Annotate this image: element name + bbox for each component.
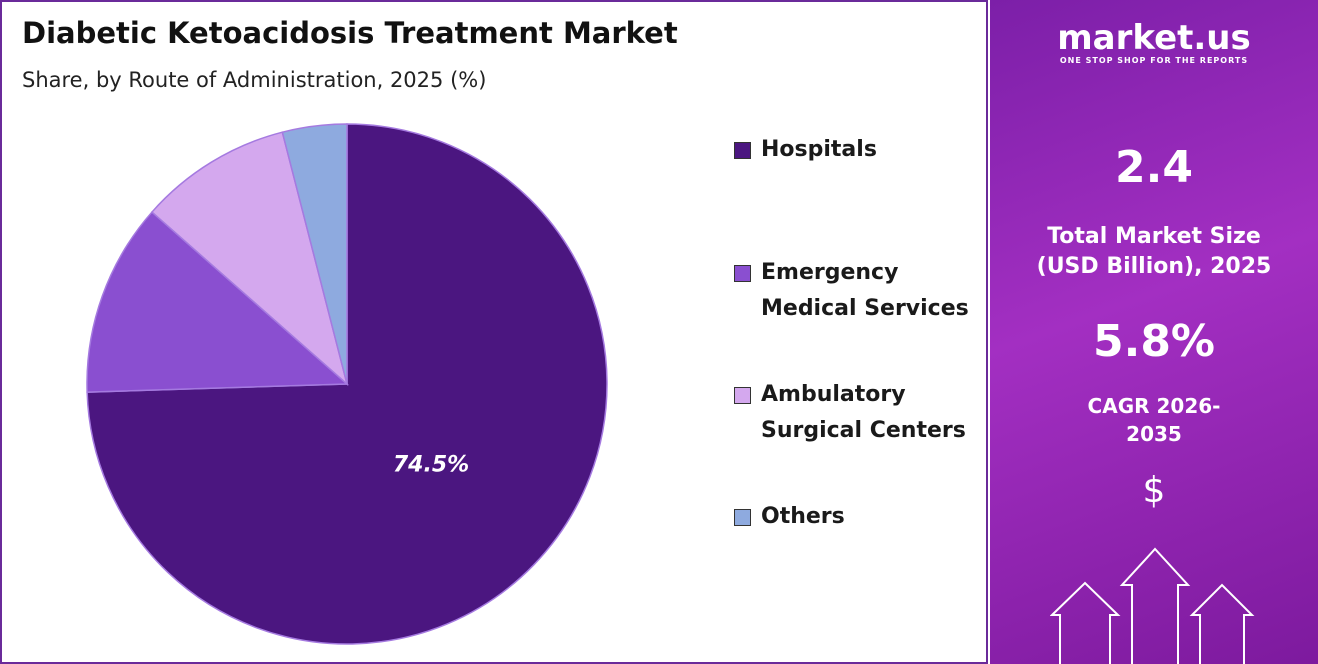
logo: market.us [1057, 18, 1251, 58]
chart-panel: Diabetic Ketoacidosis Treatment Market S… [0, 0, 988, 664]
legend-swatch [734, 142, 751, 159]
data-label: 74.5% [393, 452, 469, 477]
currency-icon: $ [1142, 470, 1166, 511]
market-size: 2.4 [1115, 142, 1193, 193]
legend-item: Emergency Medical Services [734, 255, 979, 327]
legend-swatch [734, 509, 751, 526]
cagr-label: CAGR 2026-2035 [1087, 394, 1221, 446]
legend-swatch [734, 265, 751, 282]
market-size-label: Total Market Size (USD Billion), 2025 [1036, 224, 1272, 279]
chart-title: Diabetic Ketoacidosis Treatment Market [22, 16, 678, 50]
legend-swatch [734, 387, 751, 404]
chart-subtitle: Share, by Route of Administration, 2025 … [22, 68, 487, 92]
legend-item: Others [734, 499, 979, 535]
arrows-icon [1050, 547, 1255, 664]
pie-slice [86, 211, 349, 393]
side-panel: market.us ONE STOP SHOP FOR THE REPORTS … [990, 0, 1318, 664]
legend-label: Ambulatory Surgical Centers [761, 382, 966, 443]
legend-item: Hospitals [734, 132, 979, 168]
legend-label: Hospitals [761, 137, 877, 162]
pie-slice [281, 123, 348, 385]
legend-label: Others [761, 504, 845, 529]
pie-chart: 74.5% [86, 123, 608, 645]
tagline: ONE STOP SHOP FOR THE REPORTS [1059, 56, 1249, 65]
legend-label: Emergency Medical Services [761, 260, 969, 321]
arrow [1189, 583, 1255, 664]
arrow [1050, 581, 1121, 664]
cagr: 5.8% [1092, 316, 1216, 367]
arrow [1119, 547, 1191, 664]
legend-item: Ambulatory Surgical Centers [734, 377, 979, 449]
